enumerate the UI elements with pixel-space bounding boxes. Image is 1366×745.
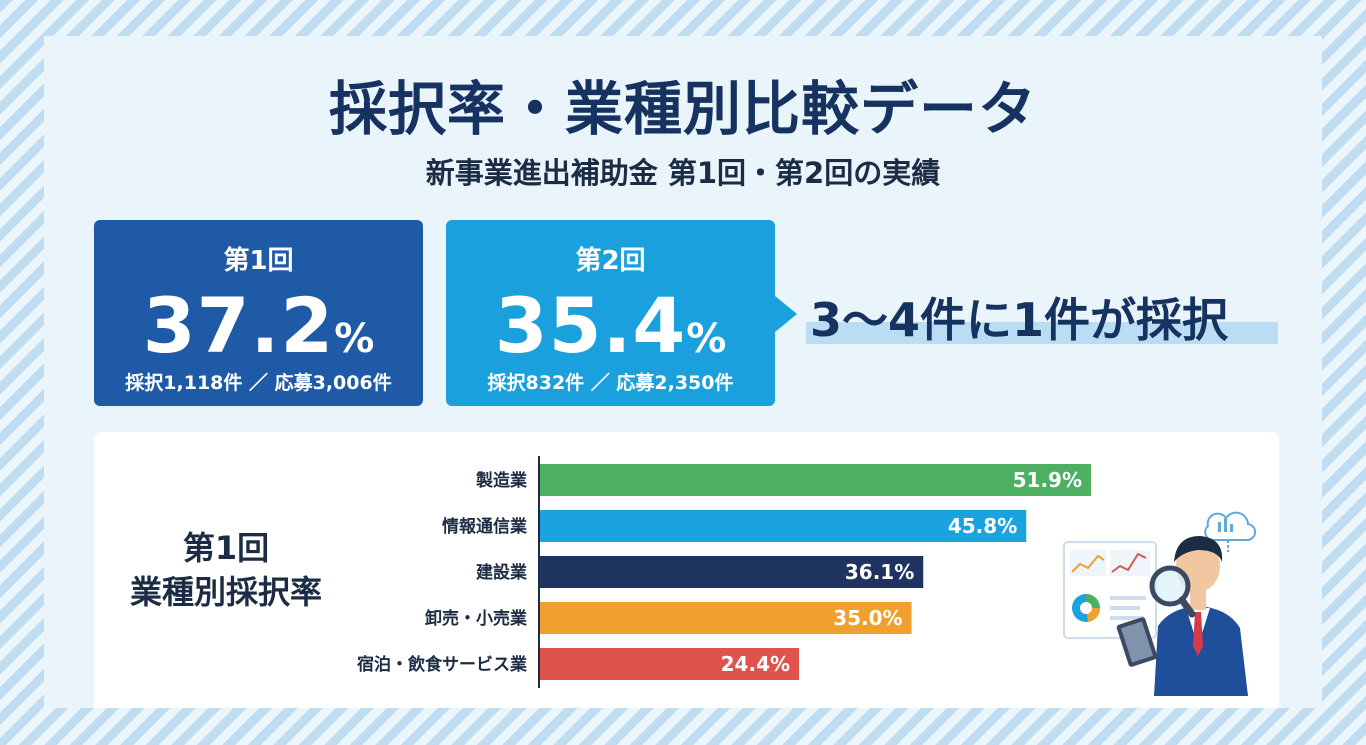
dashboard-icon [1063,541,1157,639]
chart-section-label-line1: 第1回 [182,529,270,567]
value-label-4: 35.0% [833,606,902,630]
round-2-rate-unit: % [686,316,727,362]
round-1-label: 第1回 [223,246,294,276]
round-2-rate: 35.4% [446,278,775,387]
category-label-5: 宿泊・飲食サービス業 [357,654,527,675]
round-1-rate: 37.2% [94,278,423,387]
round-1-detail: 採択1,118件 ／ 応募3,006件 [125,372,392,394]
analyst-illustration [1063,511,1257,696]
category-label-1: 製造業 [475,470,527,491]
bar-4 [540,602,912,634]
magnifier-icon [1149,565,1196,618]
round-2-label: 第2回 [575,246,646,276]
round-2-rate-number: 35.4 [494,281,687,370]
value-label-1: 51.9% [1013,468,1082,492]
page-subtitle: 新事業進出補助金 第1回・第2回の実績 [425,156,941,190]
page-title: 採択率・業種別比較データ [328,75,1037,143]
value-label-5: 24.4% [721,652,790,676]
callout-highlight [806,322,1278,344]
value-label-2: 45.8% [948,514,1017,538]
category-label-4: 卸売・小売業 [425,608,527,629]
value-label-3: 36.1% [845,560,914,584]
chart-section-label-line2: 業種別採択率 [129,573,322,611]
bar-3 [540,556,924,588]
round-2-card: 第2回 35.4% 採択832件 ／ 応募2,350件 [446,220,775,406]
bar-2 [540,510,1027,542]
tablet-icon [1116,617,1158,667]
bar-5 [540,648,800,680]
round-1-rate-unit: % [334,316,375,362]
businessman-icon [1154,536,1248,696]
category-label-2: 情報通信業 [442,516,527,537]
arrow-right-icon [775,296,797,332]
round-1-card: 第1回 37.2% 採択1,118件 ／ 応募3,006件 [94,220,423,406]
round-2-detail: 採択832件 ／ 応募2,350件 [487,372,734,394]
chart-section-label: 第1回 業種別採択率 [116,526,336,614]
callout-text: 3〜4件に1件が採択 [810,293,1229,347]
round-1-rate-number: 37.2 [142,281,335,370]
bar-1 [540,464,1091,496]
category-label-3: 建設業 [476,562,527,583]
